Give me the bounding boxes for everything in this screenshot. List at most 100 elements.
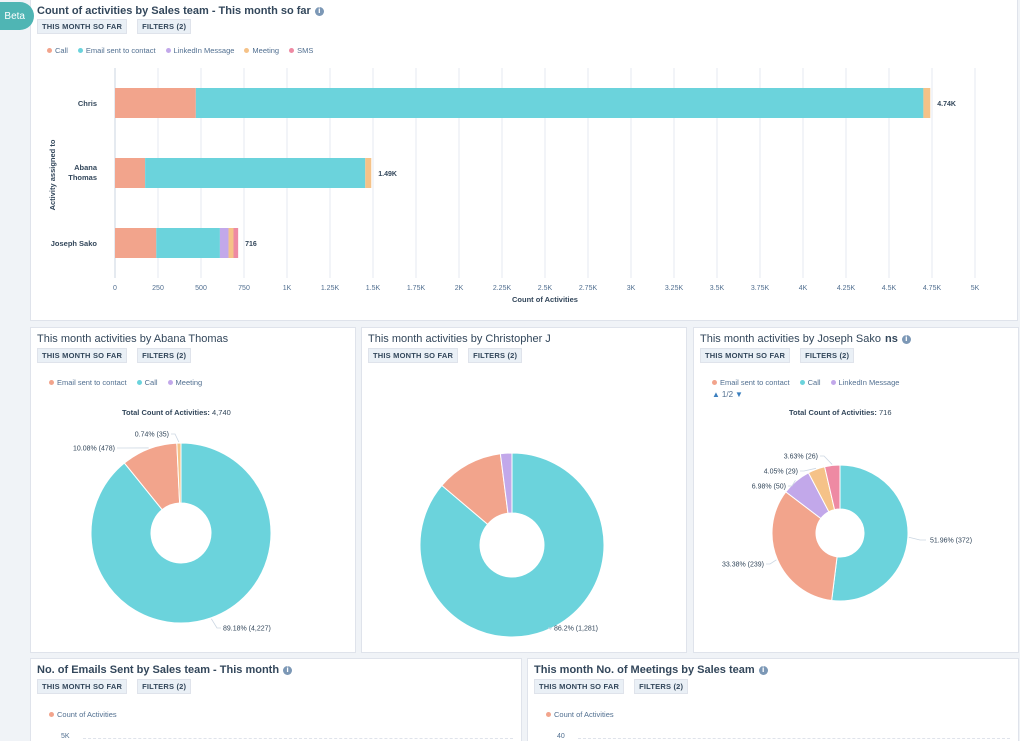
gridline bbox=[578, 738, 1010, 739]
date-range-tag[interactable]: THIS MONTH SO FAR bbox=[534, 679, 625, 694]
bar-segment[interactable] bbox=[923, 88, 931, 118]
legend-dot bbox=[167, 380, 173, 385]
date-range-tag[interactable]: THIS MONTH SO FAR bbox=[37, 679, 128, 694]
bar-segment[interactable] bbox=[195, 88, 924, 118]
card-title-text: This month activities by Christopher J bbox=[368, 333, 551, 345]
total-value: 716 bbox=[879, 408, 892, 417]
x-tick-label: 500 bbox=[195, 285, 207, 292]
bar-segment[interactable] bbox=[156, 228, 220, 258]
filters-tag[interactable]: FILTERS (2) bbox=[634, 679, 689, 694]
y-axis-title: Activity assigned to bbox=[48, 139, 57, 210]
pager-down-icon[interactable]: ▼ bbox=[735, 390, 743, 399]
info-icon[interactable]: i bbox=[901, 334, 911, 344]
total-count: Total Count of Activities: 716 bbox=[789, 408, 892, 417]
date-range-tag[interactable]: THIS MONTH SO FAR bbox=[700, 348, 791, 363]
label-leader-line bbox=[788, 480, 796, 487]
beta-badge[interactable]: Beta bbox=[0, 2, 34, 30]
stacked-bar-chart: 0 250 500 750 1K 1.25K 1.5K 1.75K 2K 2.25K 2.5K 2.7… bbox=[48, 68, 980, 304]
bar-total-label: 1.49K bbox=[378, 171, 397, 178]
pager-text: 1/2 bbox=[721, 390, 734, 399]
filters-tag[interactable]: FILTERS (2) bbox=[137, 679, 192, 694]
legend-item-linkedin[interactable]: LinkedIn Message bbox=[165, 46, 234, 55]
bar-segment[interactable] bbox=[115, 228, 157, 258]
slice-label: 3.63% (26) bbox=[784, 454, 818, 461]
slice-label: 86.2% (1,281) bbox=[554, 626, 598, 633]
legend-dot bbox=[49, 380, 54, 385]
legend-dot bbox=[289, 48, 295, 53]
bar-segment[interactable] bbox=[115, 88, 196, 118]
date-range-tag[interactable]: THIS MONTH SO FAR bbox=[37, 19, 128, 34]
label-leader-line bbox=[766, 559, 777, 565]
total-value: 4,740 bbox=[212, 408, 231, 417]
date-range-tag[interactable]: THIS MONTH SO FAR bbox=[37, 348, 128, 363]
pager-up-icon[interactable]: ▲ bbox=[712, 390, 720, 399]
legend-dot bbox=[47, 48, 52, 53]
x-tick-label: 1K bbox=[283, 285, 292, 292]
x-tick-label: 2K bbox=[455, 285, 464, 292]
legend-item-linkedin[interactable]: LinkedIn Message bbox=[830, 378, 899, 387]
date-range-tag[interactable]: THIS MONTH SO FAR bbox=[368, 348, 459, 363]
donut-slice[interactable] bbox=[824, 464, 841, 511]
legend-item-call[interactable]: Call bbox=[799, 378, 821, 387]
legend-item-email[interactable]: Email sent to contact bbox=[77, 46, 156, 55]
christopher-activities-card: This month activities by Christopher J T… bbox=[361, 327, 687, 653]
slice-label: 51.96% (372) bbox=[930, 538, 972, 545]
card-title: This month activities by Joseph Sako ns … bbox=[700, 333, 911, 345]
donut-chart: 86.2% (1,281) bbox=[419, 452, 605, 638]
filters-tag[interactable]: FILTERS (2) bbox=[468, 348, 523, 363]
card-title: This month activities by Abana Thomas bbox=[37, 333, 228, 345]
bar-total-label: 716 bbox=[245, 241, 257, 248]
info-icon[interactable]: i bbox=[283, 665, 293, 675]
legend-item-sms[interactable]: SMS bbox=[289, 46, 313, 55]
legend-pager: ▲ 1/2 ▼ bbox=[712, 390, 743, 399]
x-axis-title: Count of Activities bbox=[512, 295, 578, 304]
legend-dot bbox=[49, 712, 54, 717]
x-tick-label: 3K bbox=[627, 285, 636, 292]
info-icon[interactable]: i bbox=[314, 6, 324, 16]
legend-item-call[interactable]: Call bbox=[136, 378, 158, 387]
donut-slice[interactable] bbox=[90, 442, 272, 624]
donut-chart: 89.18% (4,227) 10.08% (478) 0.74% (35) bbox=[73, 432, 272, 633]
filters-tag[interactable]: FILTERS (2) bbox=[800, 348, 855, 363]
card-title: Count of activities by Sales team - This… bbox=[37, 5, 324, 17]
bar-total-label: 4.74K bbox=[937, 101, 956, 108]
legend-item-call[interactable]: Call bbox=[47, 46, 68, 55]
donut-slice[interactable] bbox=[176, 442, 182, 504]
donut-slice[interactable] bbox=[419, 452, 605, 638]
filters-tag[interactable]: FILTERS (2) bbox=[137, 348, 192, 363]
x-tick-label: 1.5K bbox=[366, 285, 381, 292]
x-tick-label: 3.75K bbox=[751, 285, 770, 292]
legend-item-count[interactable]: Count of Activities bbox=[49, 710, 117, 719]
card-title-text: This month activities by Joseph Sako bbox=[700, 333, 881, 345]
bar-segment[interactable] bbox=[145, 158, 366, 188]
label-leader-line bbox=[908, 536, 926, 541]
bar-segment[interactable] bbox=[233, 228, 239, 258]
bar-segment[interactable] bbox=[365, 158, 372, 188]
donut-slice[interactable] bbox=[831, 464, 909, 602]
x-tick-label: 2.25K bbox=[493, 285, 512, 292]
donut-slice[interactable] bbox=[771, 491, 838, 602]
legend-item-meeting[interactable]: Meeting bbox=[167, 378, 202, 387]
bar-segment[interactable] bbox=[228, 228, 234, 258]
legend-item-email[interactable]: Email sent to contact bbox=[49, 378, 127, 387]
x-tick-label: 4K bbox=[799, 285, 808, 292]
joseph-activities-card: This month activities by Joseph Sako ns … bbox=[693, 327, 1019, 653]
donut-slice[interactable] bbox=[499, 452, 513, 514]
legend-item-count[interactable]: Count of Activities bbox=[546, 710, 614, 719]
label-leader-line bbox=[171, 433, 180, 443]
x-tick-label: 750 bbox=[238, 285, 250, 292]
gridline bbox=[83, 738, 513, 739]
info-icon[interactable]: i bbox=[758, 665, 768, 675]
x-tick-label: 2.75K bbox=[579, 285, 598, 292]
total-count: Total Count of Activities: 4,740 bbox=[122, 408, 231, 417]
legend-dot bbox=[165, 48, 171, 53]
chart-legend: Count of Activities bbox=[546, 710, 614, 719]
chart-legend: Email sent to contact Call Meeting bbox=[49, 378, 202, 387]
filters-tag[interactable]: FILTERS (2) bbox=[137, 19, 192, 34]
emails-sent-card: No. of Emails Sent by Sales team - This … bbox=[30, 658, 522, 741]
legend-item-email[interactable]: Email sent to contact bbox=[712, 378, 790, 387]
legend-item-meeting[interactable]: Meeting bbox=[244, 46, 279, 55]
total-label: Total Count of Activities: bbox=[122, 408, 210, 417]
bar-segment[interactable] bbox=[219, 228, 229, 258]
bar-segment[interactable] bbox=[115, 158, 146, 188]
